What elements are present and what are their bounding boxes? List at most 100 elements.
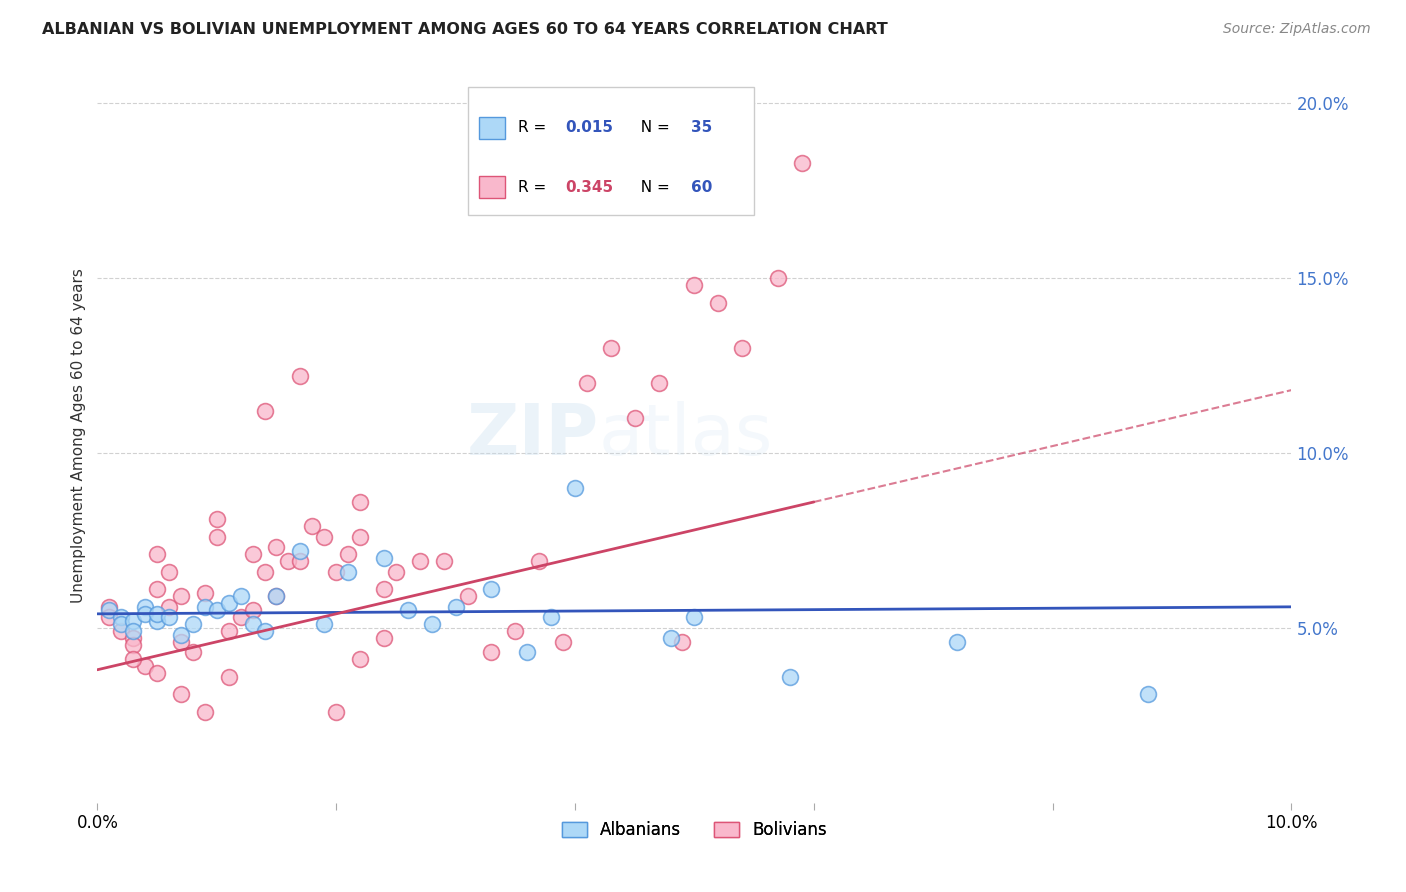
Point: [623, 411, 645, 425]
Point: [266, 541, 288, 555]
Point: [540, 610, 562, 624]
Point: [98, 610, 121, 624]
Legend: Albanians, Bolivians: Albanians, Bolivians: [555, 814, 834, 846]
Point: [134, 599, 156, 614]
Point: [290, 554, 312, 568]
FancyBboxPatch shape: [479, 117, 505, 139]
Point: [170, 628, 193, 642]
Point: [396, 603, 419, 617]
Point: [481, 582, 503, 597]
Point: [420, 617, 443, 632]
Text: 0.345: 0.345: [565, 179, 613, 194]
Text: 0.015: 0.015: [565, 120, 613, 136]
Text: 35: 35: [690, 120, 711, 136]
Point: [551, 635, 574, 649]
Point: [110, 617, 132, 632]
Point: [516, 645, 538, 659]
Text: Source: ZipAtlas.com: Source: ZipAtlas.com: [1223, 22, 1371, 37]
Point: [301, 519, 323, 533]
Point: [122, 624, 145, 639]
Point: [122, 638, 145, 652]
Point: [647, 376, 669, 391]
Point: [122, 652, 145, 666]
Point: [146, 548, 169, 562]
FancyBboxPatch shape: [479, 176, 505, 198]
Point: [229, 590, 252, 604]
Point: [205, 603, 228, 617]
Point: [242, 617, 264, 632]
Point: [409, 554, 432, 568]
Point: [134, 659, 156, 673]
Point: [325, 565, 347, 579]
Point: [779, 670, 801, 684]
Point: [157, 599, 180, 614]
Point: [659, 632, 682, 646]
Y-axis label: Unemployment Among Ages 60 to 64 years: Unemployment Among Ages 60 to 64 years: [72, 268, 86, 603]
Point: [253, 624, 276, 639]
Point: [205, 530, 228, 544]
Point: [146, 582, 169, 597]
Point: [373, 632, 395, 646]
Point: [385, 565, 408, 579]
Point: [325, 705, 347, 719]
Point: [671, 635, 693, 649]
Point: [290, 544, 312, 558]
FancyBboxPatch shape: [468, 87, 754, 215]
Point: [146, 666, 169, 681]
Point: [170, 635, 193, 649]
Point: [194, 586, 217, 600]
Point: [766, 271, 789, 285]
Point: [170, 687, 193, 701]
Point: [277, 554, 299, 568]
Point: [503, 624, 526, 639]
Point: [122, 632, 145, 646]
Point: [98, 599, 121, 614]
Point: [253, 404, 276, 418]
Point: [599, 341, 621, 355]
Point: [218, 624, 240, 639]
Point: [181, 617, 204, 632]
Point: [194, 705, 217, 719]
Point: [146, 614, 169, 628]
Point: [349, 530, 371, 544]
Point: [373, 582, 395, 597]
Point: [481, 645, 503, 659]
Point: [218, 596, 240, 610]
Point: [444, 599, 467, 614]
Point: [110, 624, 132, 639]
Text: 60: 60: [690, 179, 713, 194]
Text: R =: R =: [517, 120, 551, 136]
Point: [1137, 687, 1160, 701]
Point: [218, 670, 240, 684]
Point: [205, 512, 228, 526]
Point: [98, 603, 121, 617]
Point: [314, 530, 336, 544]
Point: [146, 607, 169, 621]
Point: [229, 610, 252, 624]
Point: [181, 645, 204, 659]
Point: [946, 635, 969, 649]
Point: [290, 369, 312, 384]
Point: [253, 565, 276, 579]
Text: R =: R =: [517, 179, 551, 194]
Point: [373, 550, 395, 565]
Point: [575, 376, 598, 391]
Point: [242, 603, 264, 617]
Point: [683, 278, 706, 293]
Point: [683, 610, 706, 624]
Point: [527, 554, 550, 568]
Point: [790, 156, 813, 170]
Point: [110, 610, 132, 624]
Point: [266, 590, 288, 604]
Point: [433, 554, 456, 568]
Point: [564, 481, 586, 495]
Point: [194, 599, 217, 614]
Point: [134, 607, 156, 621]
Point: [337, 548, 360, 562]
Text: atlas: atlas: [599, 401, 773, 470]
Point: [337, 565, 360, 579]
Point: [707, 295, 730, 310]
Point: [349, 652, 371, 666]
Point: [457, 590, 479, 604]
Point: [170, 590, 193, 604]
